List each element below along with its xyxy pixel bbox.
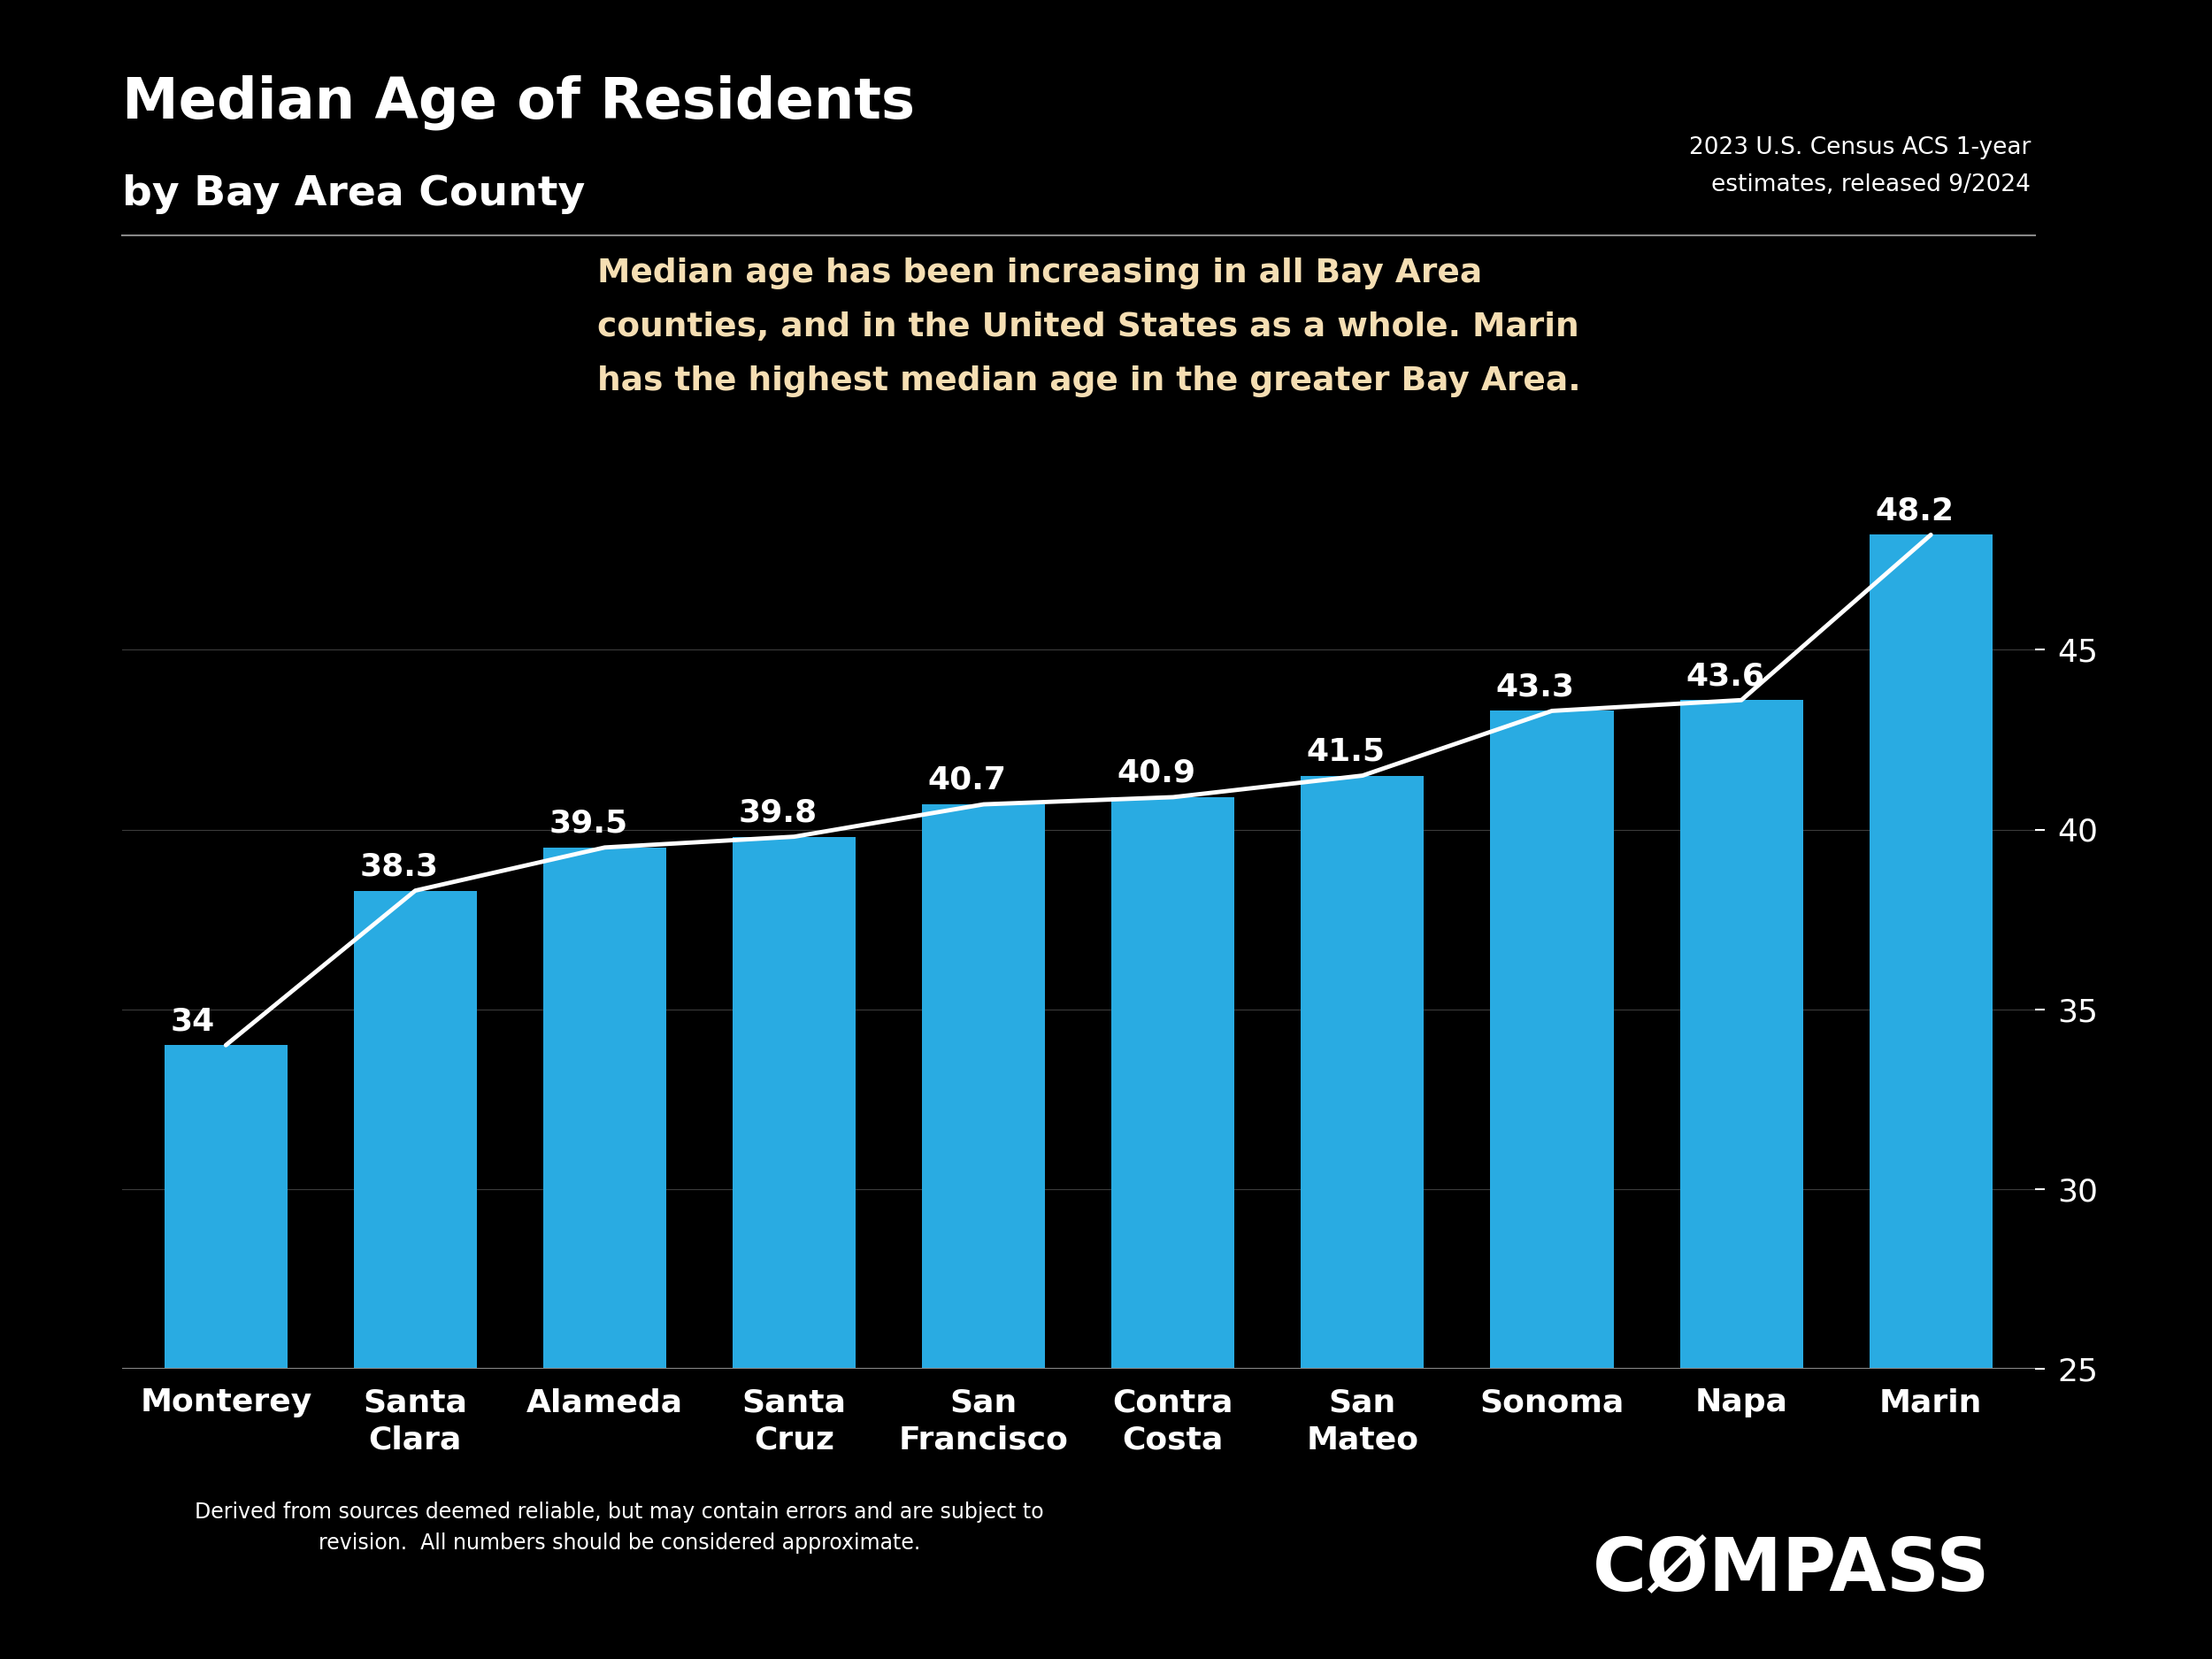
Text: 34: 34 [170, 1005, 215, 1037]
Text: Median age has been increasing in all Bay Area
counties, and in the United State: Median age has been increasing in all Ba… [597, 257, 1582, 397]
Text: Median Age of Residents: Median Age of Residents [122, 75, 914, 129]
Bar [544, 848, 666, 1369]
Bar [1301, 775, 1425, 1369]
Bar [732, 836, 856, 1369]
Bar [1869, 534, 1993, 1369]
Text: 2023 U.S. Census ACS 1-year
estimates, released 9/2024: 2023 U.S. Census ACS 1-year estimates, r… [1688, 136, 2031, 196]
Text: 39.5: 39.5 [549, 808, 628, 838]
Bar [1110, 796, 1234, 1369]
Text: 39.8: 39.8 [739, 798, 816, 828]
Text: by Bay Area County: by Bay Area County [122, 174, 584, 214]
Text: 38.3: 38.3 [358, 851, 438, 881]
Bar [164, 1045, 288, 1369]
Text: CØMPASS: CØMPASS [1593, 1535, 1991, 1606]
Text: 40.7: 40.7 [927, 765, 1006, 795]
Text: Derived from sources deemed reliable, but may contain errors and are subject to
: Derived from sources deemed reliable, bu… [195, 1501, 1044, 1554]
Bar [354, 891, 478, 1369]
Text: 40.9: 40.9 [1117, 758, 1197, 788]
Bar [1491, 710, 1613, 1369]
Bar [1679, 700, 1803, 1369]
Text: 43.6: 43.6 [1686, 660, 1765, 692]
Text: 43.3: 43.3 [1495, 672, 1575, 702]
Bar [922, 805, 1046, 1369]
Text: 48.2: 48.2 [1876, 496, 1953, 526]
Text: 41.5: 41.5 [1307, 737, 1385, 766]
